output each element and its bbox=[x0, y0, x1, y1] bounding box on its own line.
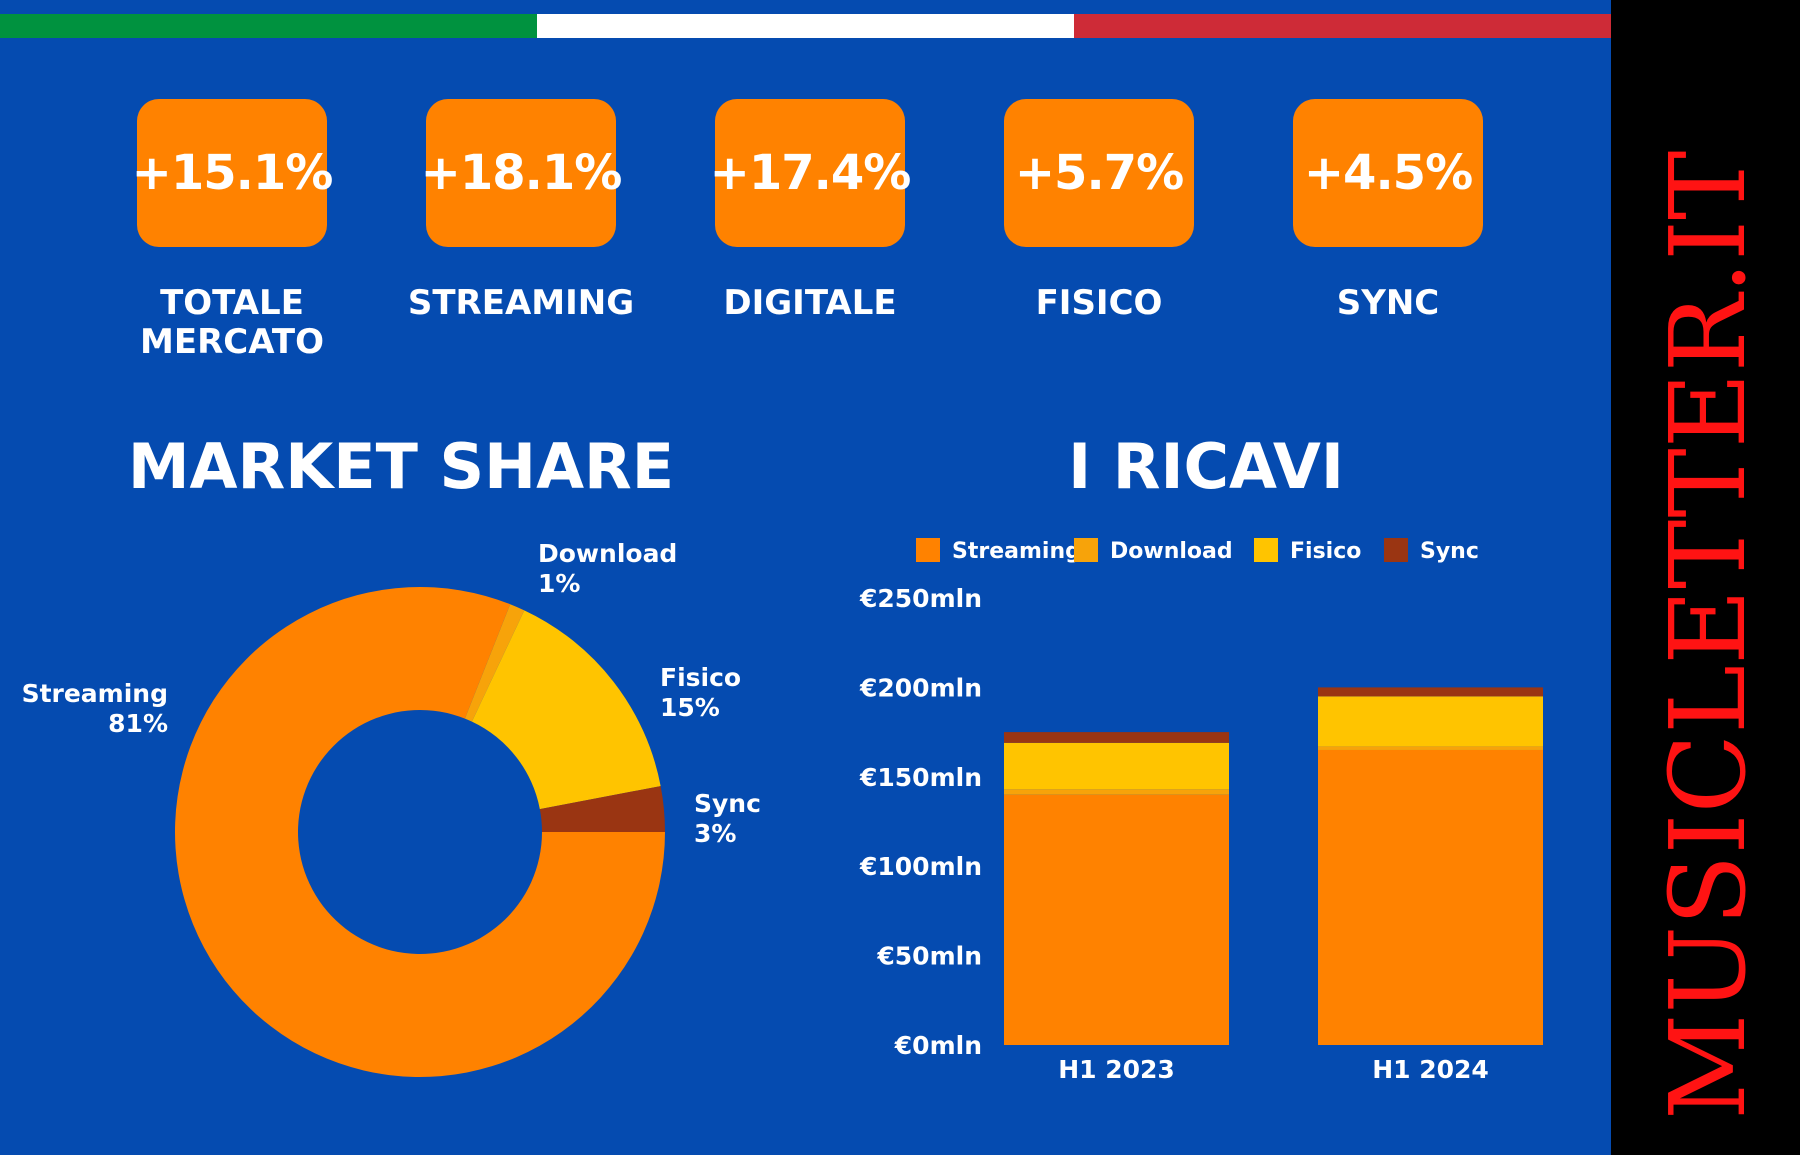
y-tick-label: €100mln bbox=[859, 852, 982, 881]
legend-swatch-fisico bbox=[1254, 538, 1278, 562]
legend-item-streaming: Streaming bbox=[916, 538, 1081, 564]
bar-group-h1-2024 bbox=[1318, 687, 1543, 1045]
donut-label-download: Download bbox=[538, 539, 677, 568]
legend-label-streaming: Streaming bbox=[952, 539, 1081, 564]
y-tick-label: €250mln bbox=[859, 584, 982, 613]
kpi-label-sync: SYNC bbox=[1336, 283, 1440, 323]
bar-segment-h1-2023-sync bbox=[1004, 732, 1229, 743]
donut-label-sync: Sync bbox=[694, 789, 761, 818]
legend-label-fisico: Fisico bbox=[1290, 539, 1361, 564]
bar-segment-h1-2024-fisico bbox=[1318, 696, 1543, 747]
legend-swatch-streaming bbox=[916, 538, 940, 562]
bar-group-h1-2023 bbox=[1004, 732, 1229, 1045]
legend-label-download: Download bbox=[1110, 539, 1233, 564]
brand-sidebar bbox=[1611, 0, 1800, 1155]
kpi-badge-totale-mercato: +15.1% bbox=[132, 99, 333, 247]
kpi-badge-digitale: +17.4% bbox=[710, 99, 911, 247]
kpi-badge-sync: +4.5% bbox=[1293, 99, 1483, 247]
bar-segment-h1-2024-download bbox=[1318, 746, 1543, 750]
donut-slice-sync bbox=[539, 786, 665, 832]
kpi-label-streaming: STREAMING bbox=[407, 283, 635, 323]
flag-red-band bbox=[1074, 14, 1611, 38]
y-tick-label: €200mln bbox=[859, 673, 982, 702]
flag-white-band bbox=[537, 14, 1074, 38]
y-tick-label: €150mln bbox=[859, 763, 982, 792]
kpi-label-fisico: FISICO bbox=[1035, 283, 1163, 323]
bar-segment-h1-2023-download bbox=[1004, 789, 1229, 795]
ricavi-title: I RICAVI bbox=[1068, 430, 1344, 503]
kpi-badge-streaming: +18.1% bbox=[421, 99, 622, 247]
market-share-title: MARKET SHARE bbox=[127, 430, 675, 503]
donut-label-fisico: Fisico bbox=[660, 663, 741, 692]
legend-label-sync: Sync bbox=[1420, 539, 1479, 564]
ricavi-stacked-bar-chart: €0mln €50mln €100mln €150mln €200mln €250mln S… bbox=[859, 538, 1543, 1084]
bar-segment-h1-2023-fisico bbox=[1004, 742, 1229, 790]
flag-green-band bbox=[0, 14, 537, 38]
legend-swatch-sync bbox=[1384, 538, 1408, 562]
donut-pct-download: 1% bbox=[538, 569, 580, 598]
legend-item-download: Download bbox=[1074, 538, 1233, 564]
donut-label-streaming: Streaming bbox=[22, 679, 168, 708]
bar-segment-h1-2024-streaming bbox=[1318, 749, 1543, 1045]
legend-item-sync: Sync bbox=[1384, 538, 1479, 564]
donut-slice-streaming bbox=[174, 587, 665, 1077]
brand-wordmark: MUSICLETTER.IT bbox=[1647, 150, 1769, 1120]
kpi-label-digitale: DIGITALE bbox=[723, 283, 897, 323]
x-tick-label-h1-2024: H1 2024 bbox=[1372, 1055, 1489, 1084]
legend-swatch-download bbox=[1074, 538, 1098, 562]
x-tick-label-h1-2023: H1 2023 bbox=[1058, 1055, 1175, 1084]
y-tick-label: €50mln bbox=[876, 942, 982, 971]
italian-flag-stripe bbox=[0, 14, 1611, 38]
main-panel: +15.1% +18.1% +17.4% +5.7% +4.5% TOTALE … bbox=[0, 0, 1611, 1155]
donut-slice-download bbox=[464, 604, 525, 722]
bar-segment-h1-2024-sync bbox=[1318, 687, 1543, 697]
kpi-label-totale-mercato: TOTALE MERCATO bbox=[140, 283, 324, 362]
bar-segment-h1-2023-streaming bbox=[1004, 794, 1229, 1045]
donut-pct-sync: 3% bbox=[694, 819, 736, 848]
donut-pct-fisico: 15% bbox=[660, 693, 720, 722]
kpi-badge-fisico: +5.7% bbox=[1004, 99, 1194, 247]
donut-slice-fisico bbox=[471, 610, 661, 810]
donut-pct-streaming: 81% bbox=[108, 709, 168, 738]
legend-item-fisico: Fisico bbox=[1254, 538, 1361, 564]
y-tick-label: €0mln bbox=[894, 1031, 982, 1060]
